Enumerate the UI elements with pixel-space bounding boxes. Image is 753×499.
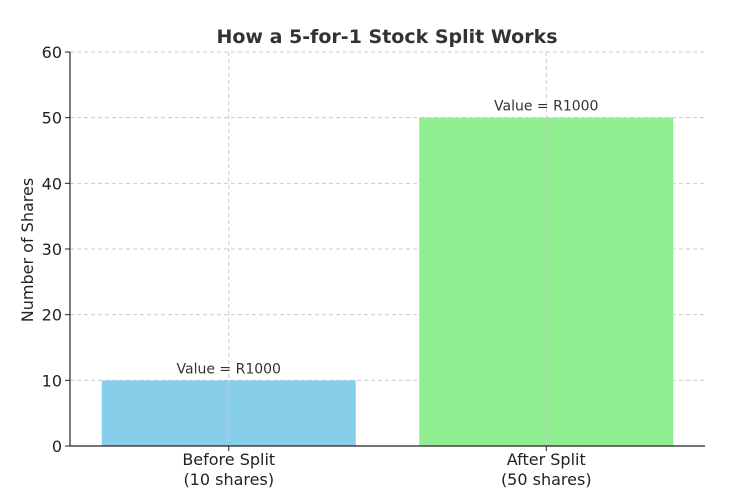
y-tick-label: 60 xyxy=(42,43,62,62)
y-tick-label: 50 xyxy=(42,109,62,128)
grid-layer xyxy=(70,51,705,381)
data-label: Value = R1000 xyxy=(177,361,281,377)
x-tick-label: After Split xyxy=(507,450,586,469)
data-label: Value = R1000 xyxy=(494,99,598,115)
y-tick-label: 20 xyxy=(42,306,62,325)
y-tick-label: 30 xyxy=(42,240,62,259)
y-tick-label: 0 xyxy=(52,437,62,456)
axis-layer xyxy=(65,51,705,451)
chart-title: How a 5-for-1 Stock Split Works xyxy=(216,26,557,48)
x-tick-label: Before Split xyxy=(182,450,275,469)
y-axis-label: Number of Shares xyxy=(18,178,37,322)
x-tick-label: (10 shares) xyxy=(183,470,274,489)
bar-layer xyxy=(101,52,674,447)
y-tick-label: 10 xyxy=(42,371,62,390)
y-tick-label: 40 xyxy=(42,174,62,193)
label-layer: 0 10 20 30 40 50 60 Before Split(10 shares) Afte… xyxy=(42,43,599,489)
x-tick-label: (50 shares) xyxy=(501,470,592,489)
